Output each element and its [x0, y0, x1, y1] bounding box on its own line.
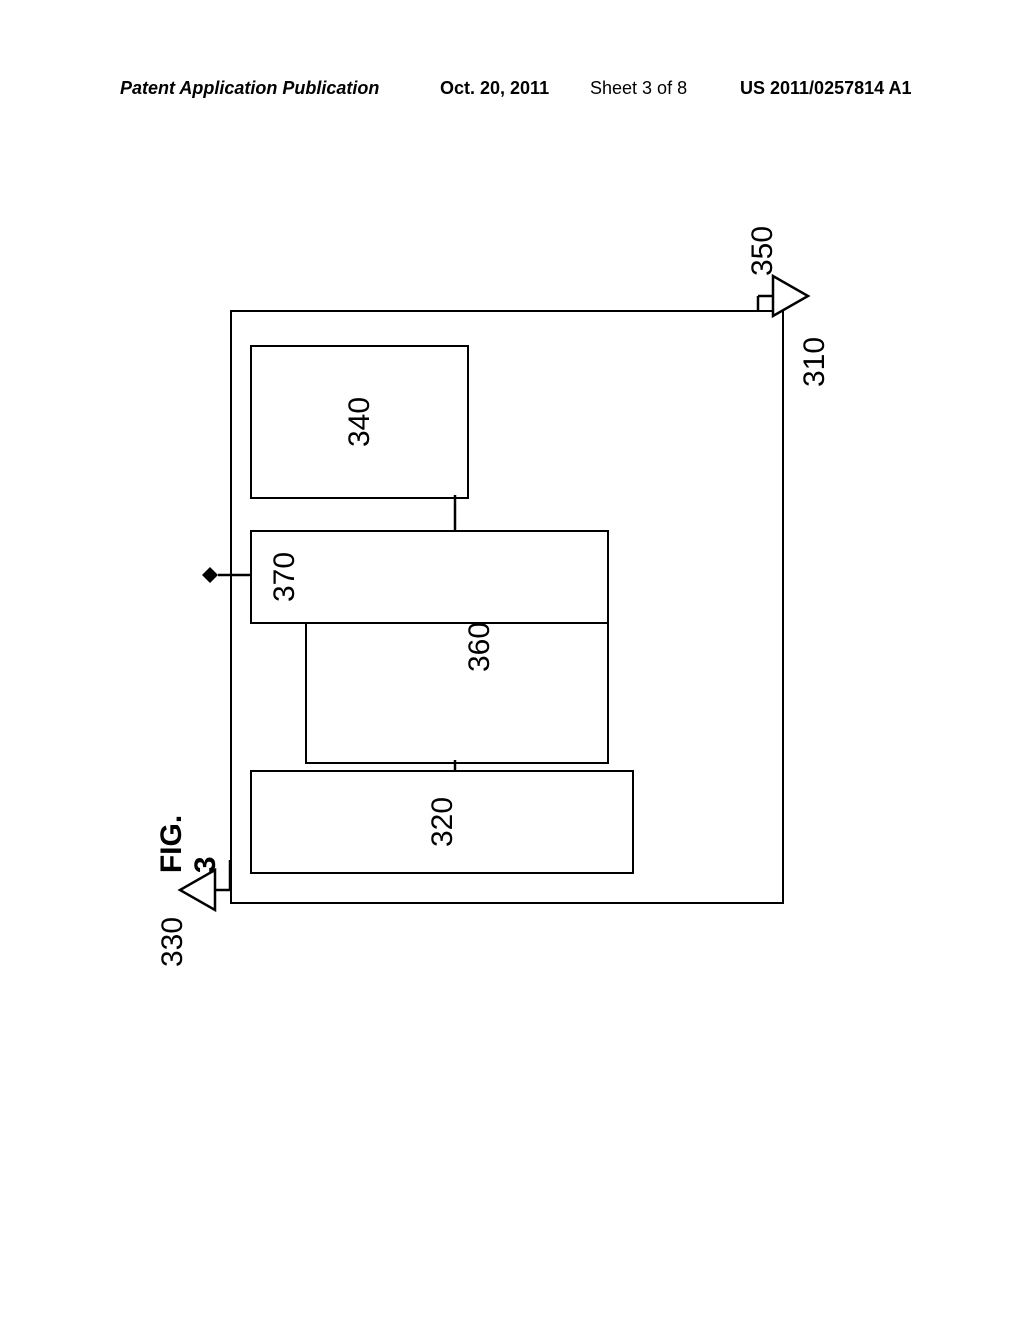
- connectors-svg: [0, 0, 1024, 1320]
- label-310: 310: [798, 337, 832, 387]
- label-340: 340: [343, 397, 377, 447]
- label-360: 360: [463, 622, 497, 672]
- page: Patent Application Publication Oct. 20, …: [0, 0, 1024, 1320]
- label-320: 320: [426, 797, 460, 847]
- label-330: 330: [156, 917, 190, 967]
- figure-caption: FIG. 3: [155, 815, 223, 873]
- label-370: 370: [268, 552, 302, 602]
- label-350: 350: [746, 226, 780, 276]
